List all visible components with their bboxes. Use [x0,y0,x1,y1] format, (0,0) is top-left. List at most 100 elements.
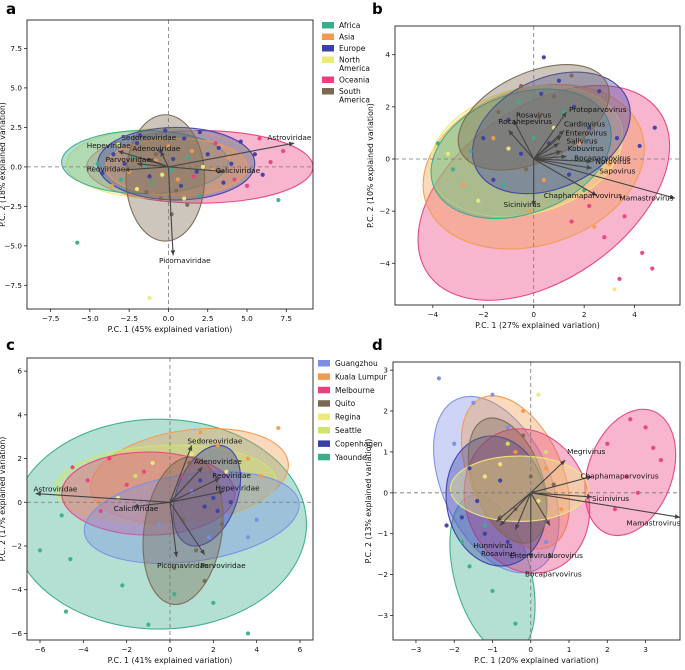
data-point [175,177,180,182]
loading-arrowhead [515,524,520,530]
data-point [524,167,529,172]
data-point [607,162,612,167]
loading-arrow [533,158,592,163]
x-tick-label: 5.0 [241,314,253,323]
panel-label: b [372,0,383,18]
y-tick-label: 3 [383,366,388,375]
data-point [254,517,259,522]
data-point [481,136,486,141]
x-tick-label: 6 [298,645,303,654]
data-point [612,287,617,292]
data-point [244,183,250,188]
data-point [444,523,449,528]
panel-label: c [6,336,15,354]
legend-swatch [318,413,330,421]
data-point [174,188,179,193]
loading-label: Megrivirus [567,447,605,456]
data-point [506,117,511,122]
data-point [178,183,184,188]
loading-label: Salivirus [567,136,598,145]
data-point [635,490,641,495]
data-point [238,139,243,144]
y-tick-label: 5.0 [10,83,22,92]
legend-label: Oceania [339,76,370,85]
loading-arrow [530,475,593,494]
plot-frame [392,361,681,641]
data-point [521,408,526,414]
loading-arrowhead [288,141,295,147]
legend-swatch [322,33,334,40]
x-tick-label: −2 [478,310,489,319]
data-point [98,508,103,514]
data-point [213,141,218,146]
plot-area: Astroviridae Caliciviridae Sedoreoviridae A… [27,358,313,640]
loading-arrowhead [500,520,506,526]
loading-arrowhead [528,553,534,559]
data-point [221,180,226,185]
data-point [260,172,265,177]
y-tick-label: 2.5 [10,123,22,132]
y-tick-label: −6 [11,629,22,638]
legend-label-line: Europe [339,44,366,53]
data-point [150,180,155,185]
loading-arrowhead [674,514,680,519]
data-point [468,149,473,154]
data-point [597,89,602,94]
legend-label-line: South [339,87,361,96]
data-point [185,155,190,160]
data-point [200,164,206,169]
loading-arrow [136,163,169,168]
confidence-ellipse [125,114,206,242]
legend-swatch [318,400,330,407]
y-tick-label: −1 [377,529,388,538]
data-point [577,141,582,146]
y-tick-label: 0 [383,488,388,497]
loading-arrow [533,158,676,199]
x-axis-label: P.C. 1 (41% explained variation) [108,656,233,665]
data-point [119,177,124,182]
data-point [158,196,163,201]
data-point [182,136,187,141]
data-point [536,498,541,504]
data-point [109,183,114,188]
x-tick-label: 0 [168,645,173,654]
legend-swatch [322,56,334,63]
legend-label-line: America [339,64,370,73]
loading-arrowhead [496,516,502,522]
loading-label: Sedoreoviridae [187,436,242,445]
loading-label: Rosavirus [481,549,516,558]
y-axis-label: P.C. 2 (17% explained variation) [0,437,7,562]
legend-label-line: Melbourne [335,386,375,395]
x-tick-label: −7.5 [42,314,60,323]
data-point [211,600,216,605]
loading-arrowhead [556,135,562,141]
y-tick-label: −4 [11,585,22,594]
data-point [556,78,562,83]
data-point [467,564,472,569]
data-point [516,99,521,104]
legend-label: Seattle [335,426,362,435]
loading-label: Norovirus [596,157,631,166]
panel-c: c Astroviridae Caliciviridae Sedoreoviridae… [0,336,388,665]
loading-arrowhead [218,168,224,174]
loading-arrowhead [218,489,225,495]
data-point [111,152,116,157]
loading-arrowhead [173,551,179,557]
data-point [219,522,225,527]
data-point [526,209,531,214]
data-point [531,136,536,141]
x-tick-label: −4 [427,310,438,319]
data-point [501,182,506,188]
data-point [193,438,199,444]
data-point [63,609,69,614]
y-tick-label: −7.5 [4,281,22,290]
loading-arrow [117,150,169,168]
legend-label: Regina [335,413,361,422]
data-point [133,473,138,479]
data-point [215,443,220,448]
loading-label: Mamastrovirus [619,194,673,203]
loading-arrowhead [586,475,592,481]
data-point [147,295,152,301]
